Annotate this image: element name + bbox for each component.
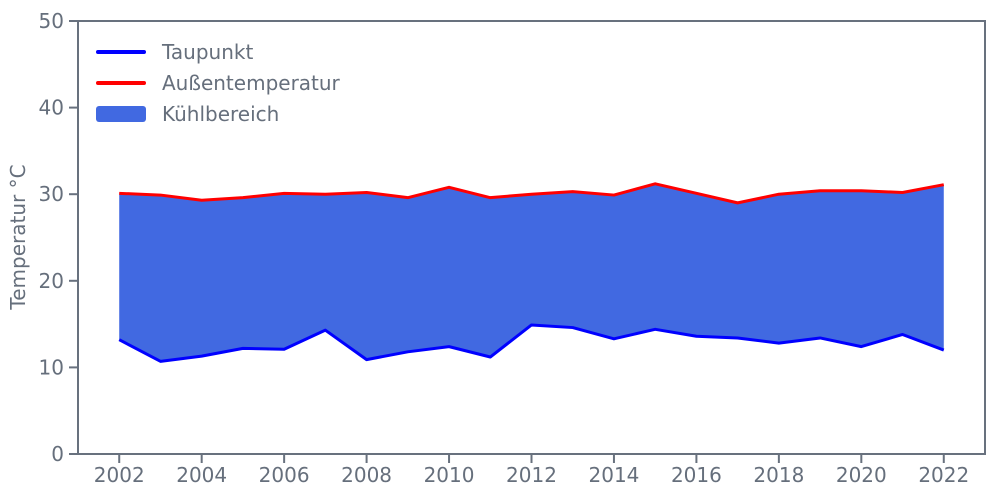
- x-tick-label: 2010: [424, 463, 475, 487]
- x-tick-label: 2006: [259, 463, 310, 487]
- y-axis-label: Temperatur °C: [6, 164, 30, 310]
- y-tick-label: 20: [39, 269, 64, 293]
- y-tick-label: 10: [39, 355, 64, 379]
- legend-item-aussentemperatur: Außentemperatur: [95, 67, 340, 98]
- x-tick-label: 2018: [753, 463, 804, 487]
- x-tick-label: 2022: [918, 463, 969, 487]
- y-tick-label: 40: [39, 96, 64, 120]
- y-tick-label: 50: [39, 9, 64, 33]
- outside-temperature-line: [119, 182, 945, 205]
- plot-border: [77, 20, 986, 455]
- dewpoint-line: [118, 323, 945, 363]
- x-tick-label: 2004: [176, 463, 227, 487]
- line-layer: [118, 182, 945, 363]
- x-tick-label: 2020: [836, 463, 887, 487]
- x-tick-label: 2012: [506, 463, 557, 487]
- x-tick-label: 2014: [589, 463, 640, 487]
- legend-item-kuehlbereich: Kühlbereich: [95, 98, 340, 129]
- x-tick-label: 2008: [341, 463, 392, 487]
- legend-item-taupunkt: Taupunkt: [95, 36, 340, 67]
- area-layer: [119, 183, 944, 362]
- kuehlbereich-area-swatch: [96, 105, 146, 122]
- x-tick-label: 2016: [671, 463, 722, 487]
- legend-label-taupunkt: Taupunkt: [162, 39, 254, 64]
- x-tick-label: 2002: [94, 463, 145, 487]
- axes-layer: 2002 2004 2006 2008 2010 2012 2014 2016 2018 2020…: [39, 9, 986, 487]
- legend: Taupunkt Außentemperatur Kühlbereich: [95, 36, 340, 129]
- y-tick-label: 0: [51, 442, 64, 466]
- aussentemperatur-line-swatch: [96, 80, 146, 85]
- taupunkt-line-swatch: [96, 49, 146, 54]
- y-tick-label: 30: [39, 182, 64, 206]
- cooling-area-fill: [119, 183, 944, 362]
- legend-label-aussentemperatur: Außentemperatur: [162, 70, 340, 95]
- legend-label-kuehlbereich: Kühlbereich: [162, 101, 280, 126]
